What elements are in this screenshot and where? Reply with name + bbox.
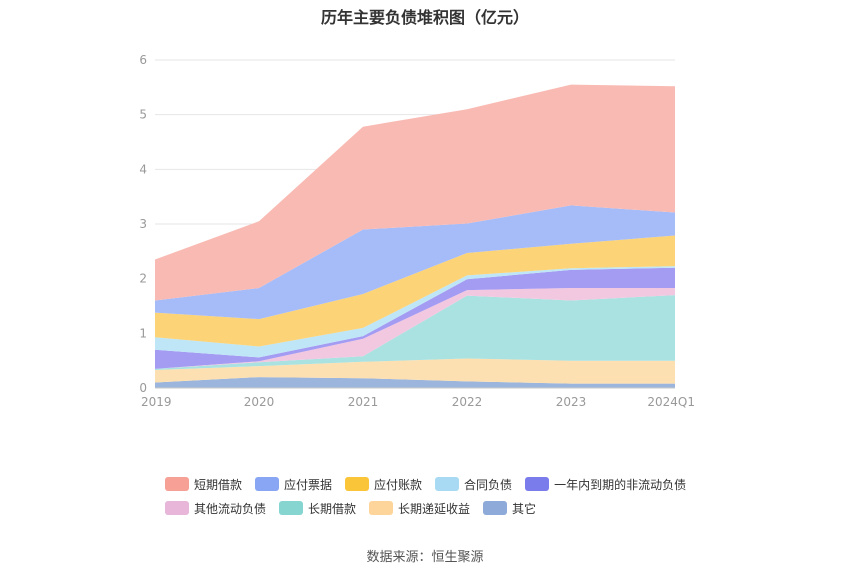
area-series <box>155 205 675 320</box>
legend-item[interactable]: 一年内到期的非流动负债 <box>525 476 686 493</box>
area-series <box>155 377 675 388</box>
legend-label: 短期借款 <box>194 477 243 492</box>
y-tick-label: 2 <box>139 272 147 286</box>
area-series <box>155 84 675 301</box>
legend-label: 一年内到期的非流动负债 <box>554 477 687 492</box>
legend-swatch <box>165 501 189 515</box>
legend-item[interactable]: 其他流动负债 <box>165 500 266 517</box>
area-series <box>155 288 675 369</box>
legend-item[interactable]: 其它 <box>483 500 536 517</box>
legend-label: 长期递延收益 <box>398 501 471 516</box>
legend-item[interactable]: 应付票据 <box>255 476 332 493</box>
area-series <box>155 267 675 369</box>
legend-item[interactable]: 长期递延收益 <box>369 500 470 517</box>
x-tick-label: 2024Q1 <box>647 395 695 409</box>
y-tick-label: 0 <box>139 381 147 395</box>
x-tick-label: 2019 <box>141 395 172 409</box>
legend-label: 合同负债 <box>464 477 513 492</box>
legend-label: 应付账款 <box>374 477 423 492</box>
legend: 短期借款 应付票据 应付账款 合同负债 一年内到期的非流动负债 其他流动负债 长期借款 长期… <box>165 472 725 520</box>
legend-swatch <box>483 501 508 515</box>
area-series <box>155 358 675 384</box>
legend-row: 其他流动负债 长期借款 长期递延收益 其它 <box>165 496 725 520</box>
legend-swatch <box>279 501 304 515</box>
legend-label: 长期借款 <box>308 501 357 516</box>
y-tick-label: 1 <box>139 326 147 340</box>
area-layer <box>155 84 675 388</box>
legend-swatch <box>165 477 189 491</box>
x-tick-label: 2020 <box>244 395 275 409</box>
legend-item[interactable]: 应付账款 <box>345 476 422 493</box>
area-series <box>155 266 675 358</box>
legend-label: 应付票据 <box>284 477 333 492</box>
x-tick-label: 2023 <box>556 395 587 409</box>
area-series <box>155 235 675 347</box>
legend-swatch <box>345 477 370 491</box>
axis-layer: 0 1 2 3 4 5 6 2019 2020 2021 2022 2023 2024Q1 <box>139 53 695 409</box>
legend-item[interactable]: 长期借款 <box>279 500 356 517</box>
source-note: 数据来源：恒生聚源 <box>366 550 484 565</box>
legend-label: 其他流动负债 <box>194 501 267 516</box>
legend-swatch <box>525 477 550 491</box>
y-tick-label: 4 <box>139 162 147 176</box>
legend-item[interactable]: 合同负债 <box>435 476 512 493</box>
legend-swatch <box>435 477 460 491</box>
legend-swatch <box>255 477 280 491</box>
legend-label: 其它 <box>512 501 537 516</box>
y-tick-label: 5 <box>139 108 147 122</box>
y-tick-label: 3 <box>139 217 147 231</box>
chart-title: 历年主要负债堆积图（亿元） <box>320 8 529 27</box>
area-series <box>155 295 675 370</box>
x-tick-label: 2022 <box>452 395 483 409</box>
legend-swatch <box>369 501 394 515</box>
legend-item[interactable]: 短期借款 <box>165 476 242 493</box>
legend-row: 短期借款 应付票据 应付账款 合同负债 一年内到期的非流动负债 <box>165 472 725 496</box>
y-tick-label: 6 <box>139 53 147 67</box>
x-tick-label: 2021 <box>348 395 379 409</box>
